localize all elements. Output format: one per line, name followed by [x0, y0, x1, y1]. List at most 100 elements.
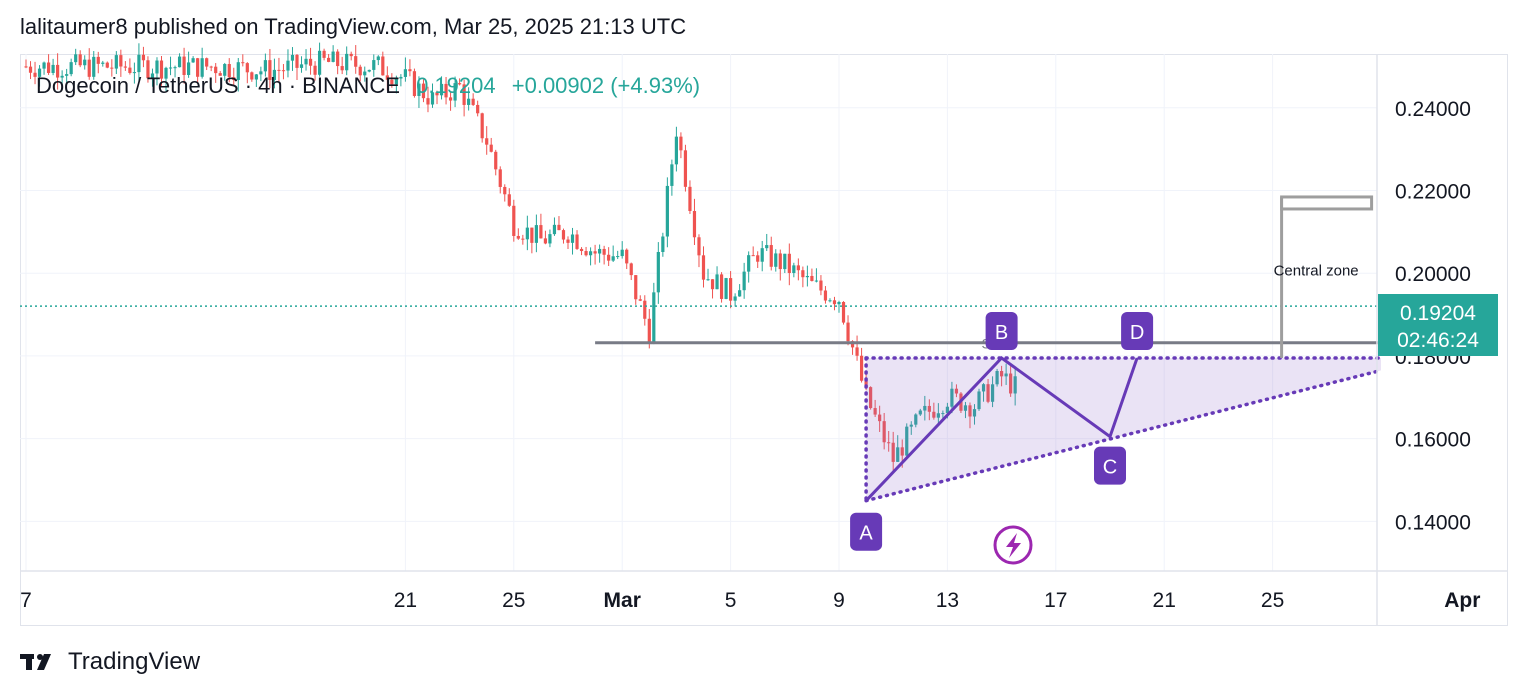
- candle-body: [652, 292, 656, 344]
- candle-body: [290, 54, 295, 61]
- candle-body: [638, 299, 642, 301]
- candle-body: [986, 384, 990, 402]
- last-price-badge: 0.19204 02:46:24: [1378, 294, 1498, 356]
- candle-body: [83, 59, 87, 66]
- x-tick-label: Mar: [604, 589, 641, 612]
- candle-body: [354, 56, 358, 67]
- candle-body: [656, 251, 660, 293]
- candle-body: [187, 62, 191, 75]
- candle-body: [177, 56, 182, 68]
- candle-body: [539, 225, 543, 239]
- candle-body: [159, 60, 164, 79]
- candle-body: [972, 409, 977, 417]
- candle-body: [196, 58, 200, 77]
- candle-body: [954, 388, 959, 394]
- candle-body: [227, 64, 231, 78]
- x-tick-label: 5: [725, 589, 737, 612]
- candle-body: [214, 66, 218, 74]
- candle-body: [552, 224, 557, 235]
- candle-body: [598, 248, 602, 254]
- candle-body: [92, 56, 96, 77]
- lightning-icon[interactable]: [993, 525, 1033, 565]
- candle-body: [417, 83, 421, 96]
- candle-body: [643, 300, 647, 319]
- candle-body: [891, 442, 895, 462]
- candle-body: [421, 83, 426, 99]
- point-b-badge: B: [985, 311, 1018, 350]
- price-chart[interactable]: Central zone S A B C D 0.240000.220000.2…: [0, 0, 1528, 640]
- candle-body: [756, 255, 760, 262]
- candle-body: [620, 249, 624, 257]
- candle-body: [828, 300, 832, 302]
- candle-body: [295, 54, 299, 68]
- point-d-label: D: [1130, 322, 1144, 344]
- candle-body: [232, 77, 236, 80]
- candle-body: [1013, 376, 1017, 394]
- candle-body: [665, 185, 669, 237]
- candle-body: [150, 73, 155, 79]
- candle-body: [674, 136, 678, 165]
- candle-body: [945, 406, 949, 414]
- candle-body: [688, 186, 692, 211]
- candle-body: [742, 271, 746, 291]
- candle-body: [692, 210, 697, 238]
- candle-body: [932, 411, 936, 418]
- tradingview-logo-icon: [20, 654, 51, 670]
- central-zone-box: [1280, 195, 1374, 211]
- candle-body: [345, 53, 349, 71]
- candle-body: [647, 318, 651, 344]
- point-c-badge: C: [1094, 446, 1126, 485]
- candle-body: [376, 56, 380, 61]
- candle-body: [846, 322, 850, 342]
- candle-body: [579, 248, 584, 252]
- candle-body: [322, 50, 326, 58]
- candle-body: [331, 51, 335, 62]
- candle-body: [981, 384, 986, 392]
- footer-brand: TradingView: [68, 648, 201, 675]
- candle-body: [611, 256, 615, 261]
- footer: TradingView: [20, 648, 200, 676]
- point-c-label: C: [1103, 457, 1117, 479]
- x-tick-label: 13: [936, 589, 959, 612]
- candle-body: [995, 370, 999, 385]
- candle-body: [683, 150, 688, 187]
- candle-body: [778, 253, 782, 270]
- candle-body: [814, 280, 819, 282]
- symbol-title: Dogecoin / TetherUS · 4h · BINANCE: [36, 73, 400, 98]
- candle-body: [128, 67, 132, 73]
- x-tick-label: 25: [502, 589, 525, 612]
- candle-body: [313, 65, 317, 75]
- candle-body: [218, 73, 222, 76]
- y-tick-label: 0.22000: [1395, 180, 1471, 203]
- candle-body: [625, 249, 629, 264]
- candle-body: [494, 151, 498, 170]
- candle-body: [747, 255, 751, 272]
- candle-body: [286, 60, 290, 71]
- x-tick-label: 21: [1153, 589, 1176, 612]
- candle-body: [223, 64, 227, 76]
- candle-body: [706, 279, 710, 281]
- candle-body: [593, 251, 597, 254]
- countdown-value: 02:46:24: [1397, 329, 1479, 352]
- candle-body: [173, 67, 177, 69]
- candle-body: [927, 405, 931, 412]
- candle-body: [521, 238, 525, 240]
- candle-body: [462, 84, 466, 105]
- candle-body: [458, 83, 462, 85]
- candle-body: [209, 66, 213, 68]
- candle-body: [783, 253, 787, 270]
- candle-body: [841, 301, 846, 323]
- candle-body: [561, 230, 566, 240]
- candle-body: [56, 64, 60, 78]
- last-price-value: 0.19204: [1400, 302, 1476, 325]
- candle-body: [570, 234, 575, 243]
- candle-body: [476, 104, 480, 114]
- candle-body: [900, 447, 904, 456]
- candle-body: [448, 97, 453, 101]
- candle-body: [349, 53, 353, 57]
- candle-body: [336, 51, 340, 67]
- y-tick-label: 0.20000: [1395, 263, 1471, 286]
- candle-body: [950, 388, 954, 407]
- candle-body: [787, 253, 791, 273]
- candle-body: [317, 50, 322, 75]
